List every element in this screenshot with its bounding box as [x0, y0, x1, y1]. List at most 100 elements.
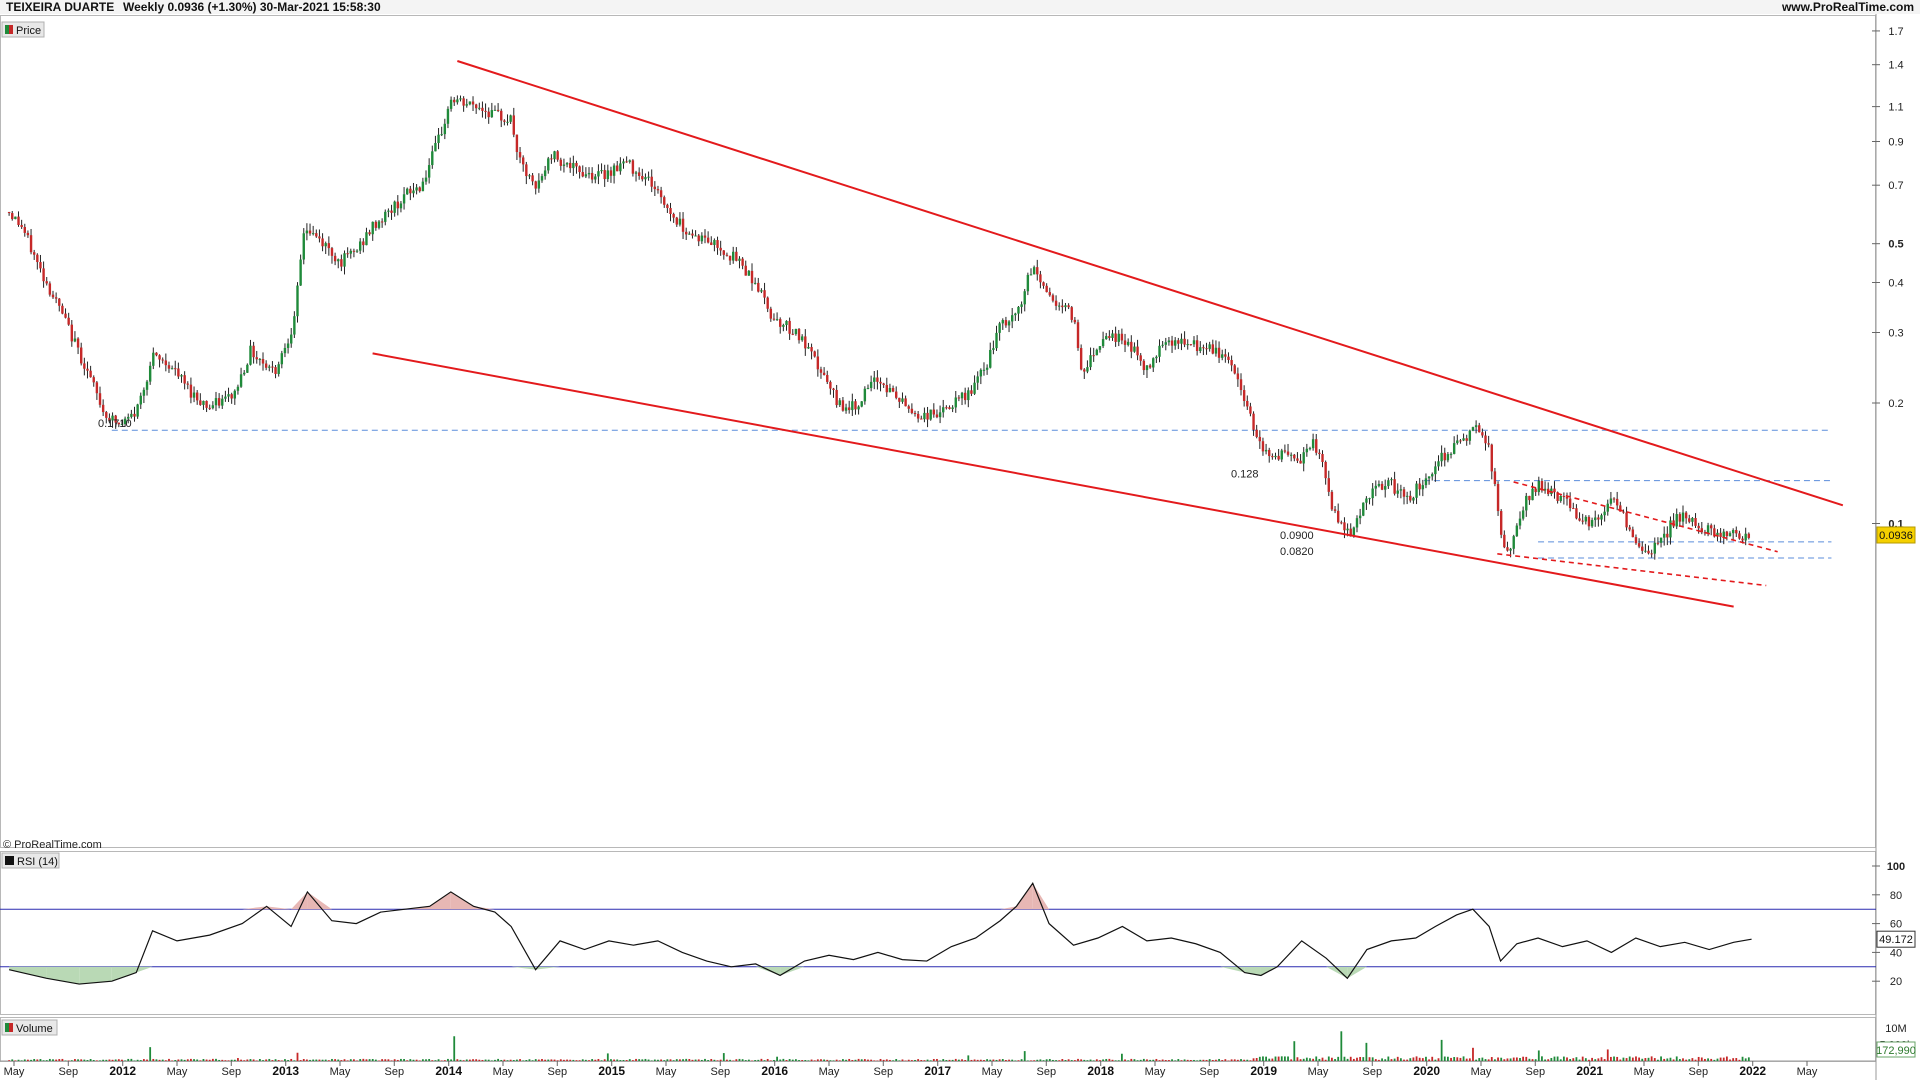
- volume-bar: [660, 1059, 663, 1061]
- volume-bar: [1732, 1058, 1735, 1061]
- volume-bar: [1506, 1058, 1509, 1061]
- volume-bar: [509, 1059, 512, 1061]
- candle-body: [330, 248, 334, 256]
- candle-body: [1158, 345, 1161, 357]
- candle-body: [675, 217, 678, 225]
- volume-bar: [1299, 1059, 1302, 1061]
- rsi-panel-tab[interactable]: RSI (14): [1, 852, 60, 869]
- rsi-tick-label: 40: [1890, 947, 1902, 959]
- time-tick-label: 2013: [272, 1064, 299, 1078]
- volume-bar: [331, 1058, 333, 1061]
- candle-body: [1330, 491, 1334, 510]
- candle-body: [371, 221, 374, 235]
- candle-body: [873, 377, 876, 382]
- volume-bar: [343, 1059, 346, 1061]
- candle-body: [1559, 496, 1562, 501]
- time-tick-label: May: [819, 1066, 840, 1078]
- candle-body: [684, 231, 688, 235]
- candle-body: [440, 134, 443, 136]
- volume-bar: [1694, 1059, 1697, 1061]
- candle-body: [236, 386, 240, 391]
- volume-bar: [390, 1060, 393, 1061]
- volume-bar: [744, 1060, 747, 1061]
- candle-body: [1173, 340, 1177, 346]
- candle-body: [54, 297, 58, 299]
- candle-body: [183, 375, 186, 384]
- candle-body: [819, 369, 823, 373]
- candle-body: [1387, 480, 1390, 487]
- candle-body: [753, 282, 757, 284]
- volume-bar: [1418, 1057, 1421, 1061]
- volume-bar: [1202, 1059, 1205, 1061]
- volume-bar: [290, 1058, 293, 1061]
- volume-bar: [1572, 1058, 1575, 1061]
- volume-bar: [384, 1059, 387, 1061]
- volume-bar: [406, 1060, 409, 1061]
- candle-body: [1067, 305, 1070, 308]
- volume-bar: [224, 1060, 227, 1061]
- candle-body: [920, 418, 923, 420]
- price-tick-label: 1.1: [1888, 102, 1903, 114]
- volume-bar: [127, 1058, 130, 1061]
- candle-body: [1434, 466, 1437, 475]
- candle-body: [772, 318, 776, 320]
- candle-body: [1308, 448, 1312, 450]
- time-tick-label: Sep: [1036, 1066, 1056, 1078]
- candle-body: [1384, 486, 1387, 490]
- price-panel-tab[interactable]: Price: [1, 21, 45, 38]
- candle-body: [1594, 517, 1597, 521]
- rsi-plot: 100 80 60 40 20 49.172: [0, 861, 1916, 988]
- candle-body: [697, 235, 700, 242]
- volume-bar: [1146, 1059, 1148, 1061]
- volume-panel-tab[interactable]: Volume: [1, 1019, 58, 1036]
- rsi-panel-frame: [0, 851, 1876, 1015]
- volume-bar: [1522, 1056, 1525, 1061]
- candle-body: [1625, 512, 1628, 528]
- candle-body: [224, 396, 227, 399]
- volume-bar: [672, 1060, 675, 1061]
- website-label: www.ProRealTime.com: [1781, 0, 1914, 14]
- volume-bar: [700, 1059, 703, 1061]
- volume-bar: [262, 1060, 264, 1061]
- volume-bar: [1039, 1059, 1042, 1061]
- candle-body: [634, 172, 638, 174]
- volume-bar: [1537, 1050, 1540, 1061]
- candle-body: [716, 240, 719, 248]
- volume-bar: [1215, 1059, 1217, 1061]
- candle-body: [1007, 321, 1011, 326]
- volume-bar: [1280, 1056, 1283, 1061]
- rsi-oversold-fill: [9, 966, 47, 979]
- volume-bar: [1741, 1056, 1744, 1061]
- candle-body: [327, 243, 331, 249]
- volume-bar: [751, 1060, 753, 1061]
- volume-bar: [274, 1059, 277, 1061]
- candle-body: [653, 186, 657, 190]
- candle-body: [1054, 300, 1058, 306]
- candle-body: [1299, 460, 1302, 464]
- candle-body: [597, 171, 600, 177]
- candle-body: [603, 170, 606, 180]
- candle-body: [1230, 359, 1233, 366]
- candle-body: [1547, 488, 1550, 494]
- candle-body: [443, 123, 447, 135]
- candle-body: [1424, 478, 1428, 486]
- candle-body: [744, 265, 747, 276]
- volume-bar: [544, 1059, 547, 1061]
- volume-bar: [1114, 1060, 1117, 1061]
- volume-bar: [86, 1060, 89, 1061]
- volume-bar: [108, 1059, 111, 1061]
- rsi-overbought-fill: [1032, 883, 1050, 910]
- volume-bar: [863, 1059, 866, 1061]
- candle-body: [1446, 454, 1450, 461]
- volume-bar: [998, 1059, 1001, 1061]
- candle-body: [659, 190, 663, 198]
- candle-body: [1199, 347, 1202, 352]
- candle-body: [1101, 339, 1105, 347]
- candle-body: [1202, 347, 1205, 349]
- volume-bar: [1048, 1058, 1051, 1061]
- volume-bars: 10M5.000k172,990: [8, 1023, 1916, 1061]
- candle-body: [1224, 354, 1227, 357]
- volume-bar: [255, 1060, 258, 1061]
- candle-body: [496, 109, 500, 111]
